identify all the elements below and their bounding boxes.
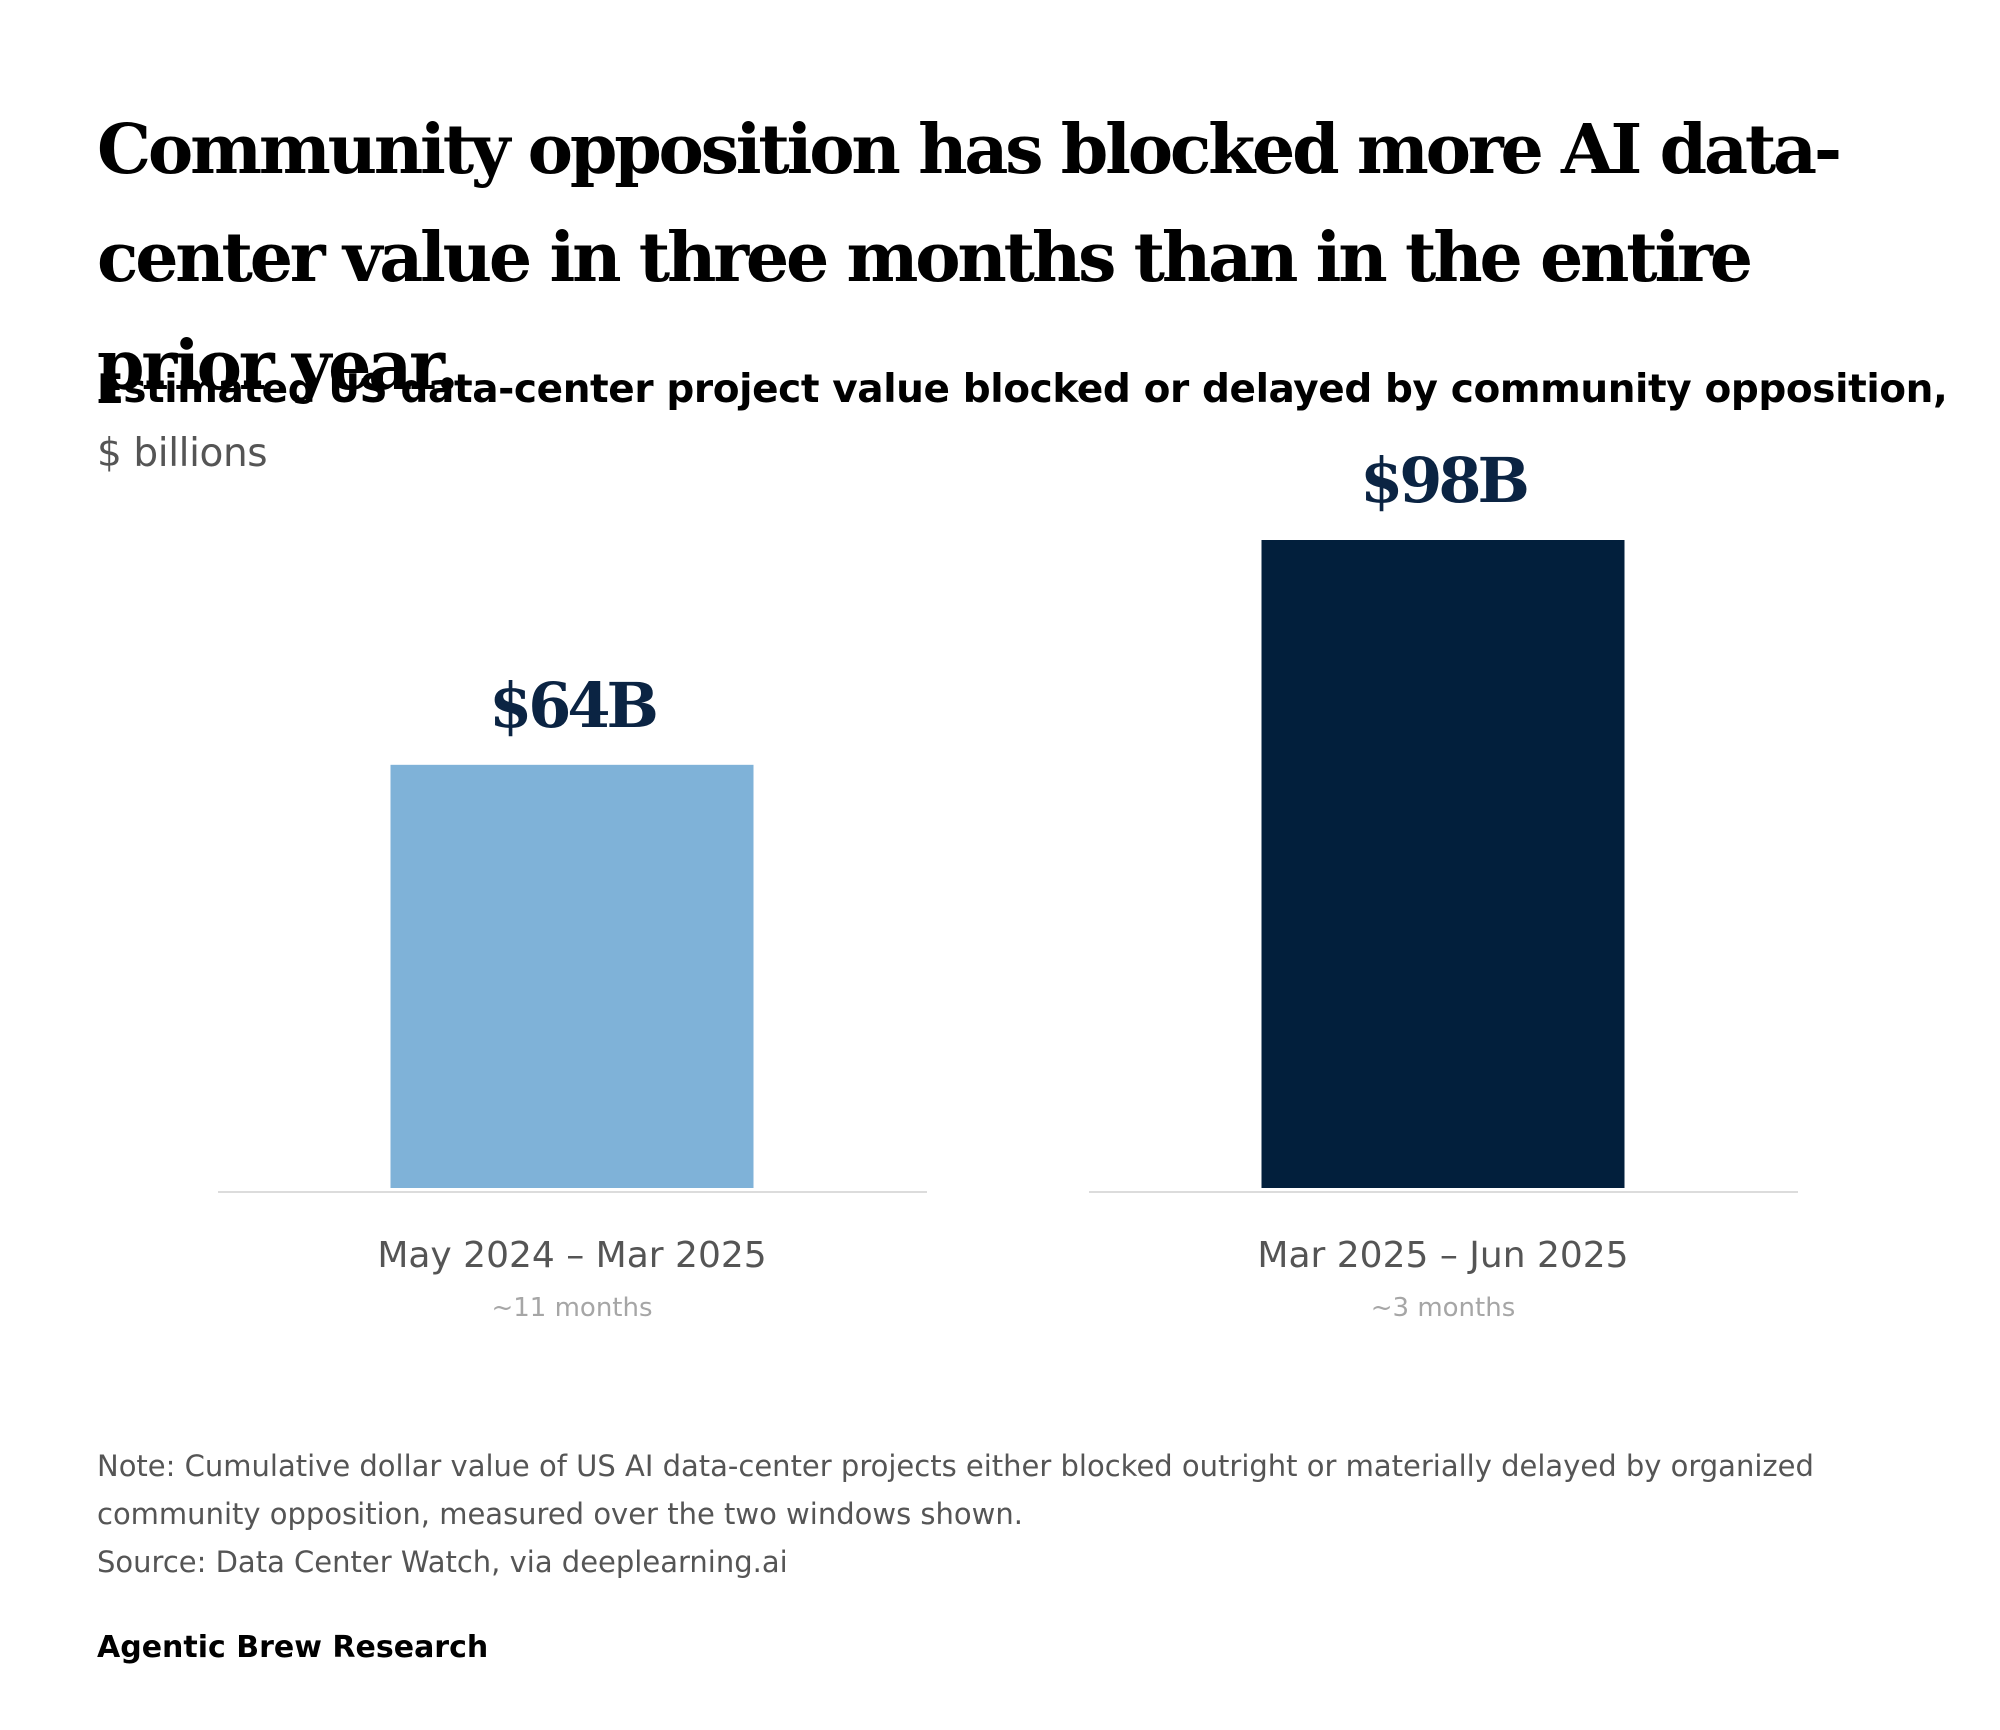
bar: [1261, 540, 1625, 1188]
chart-title: Estimated US data-center project value b…: [97, 367, 1948, 412]
chart-note: Note: Cumulative dollar value of US AI d…: [97, 1449, 1814, 1531]
bar-value-label: $64B: [489, 669, 655, 742]
brand-credit: Agentic Brew Research: [97, 1630, 489, 1665]
bar-value-label: $98B: [1360, 444, 1526, 517]
category-label: May 2024 – Mar 2025: [377, 1235, 766, 1276]
category-duration: ~3 months: [1371, 1293, 1516, 1323]
category-label: Mar 2025 – Jun 2025: [1257, 1235, 1628, 1276]
chart-headline: Community opposition has blocked more AI…: [97, 110, 1842, 406]
category-duration: ~11 months: [491, 1293, 652, 1323]
chart-footnotes: Note: Cumulative dollar value of US AI d…: [97, 1442, 1957, 1586]
chart-subtitle: Estimated US data-center project value b…: [97, 358, 1957, 486]
chart-unit: $ billions: [97, 431, 268, 476]
bar-chart: $64B May 2024 – Mar 2025 ~11 months $98B Mar…: [218, 444, 1798, 1323]
bar: [390, 764, 754, 1188]
chart-source: Source: Data Center Watch, via deeplearn…: [97, 1545, 788, 1579]
